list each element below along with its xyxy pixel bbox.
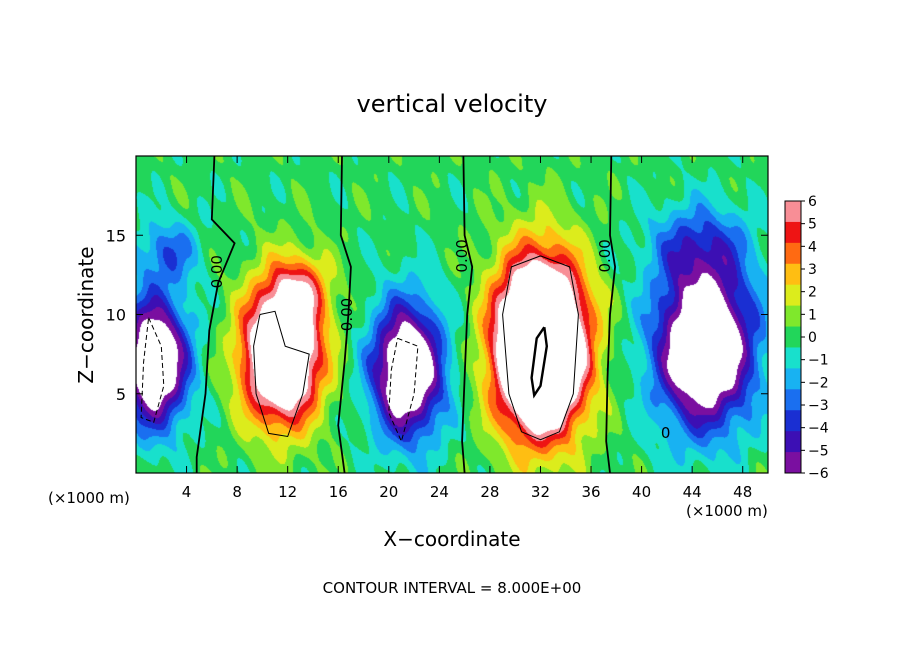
- colorbar-swatch: [785, 201, 801, 223]
- x-tick-label: 48: [733, 483, 752, 501]
- colorbar-swatch: [785, 347, 801, 369]
- colorbar: 6 5 4 3 2 1 0 −1 −2 −3 −4 −5 −6: [784, 194, 829, 482]
- colorbar-swatch: [785, 263, 801, 286]
- colorbar-swatch: [785, 284, 801, 307]
- x-tick-label: 28: [480, 483, 499, 501]
- contour-label: 0.00: [208, 255, 226, 288]
- colorbar-tick-label: 4: [808, 239, 817, 255]
- y-axis: 5 10 15: [106, 226, 768, 404]
- colorbar-swatch: [785, 452, 801, 474]
- x-tick-label: 44: [683, 483, 702, 501]
- colorbar-tick-label: −5: [808, 443, 829, 459]
- y-tick-label: 5: [116, 385, 126, 404]
- colorbar-tick-label: −6: [808, 466, 829, 482]
- colorbar-swatch: [785, 242, 801, 265]
- x-tick-label: 8: [232, 483, 242, 501]
- colorbar-swatch: [785, 326, 801, 348]
- colorbar-swatch: [785, 410, 801, 432]
- x-tick-label: 20: [379, 483, 398, 501]
- contour-labels: 0.00 0.00 0.00 0.00 0: [208, 239, 670, 442]
- x-tick-label: 12: [278, 483, 297, 501]
- zero-contour-line: [461, 156, 474, 473]
- colorbar-swatch: [785, 389, 801, 411]
- colorbar-swatch: [785, 221, 801, 244]
- y-tick-label: 15: [106, 226, 126, 245]
- contour-label: 0.00: [596, 239, 614, 272]
- contour-label: 0.00: [453, 239, 471, 272]
- x-tick-label: 32: [531, 483, 550, 501]
- contour-lines: [140, 156, 617, 473]
- zero-contour-line: [605, 156, 617, 473]
- chart-title: vertical velocity: [357, 90, 548, 118]
- colorbar-tick-label: −2: [808, 375, 829, 391]
- colorbar-tick-label: 1: [808, 307, 817, 323]
- y-axis-label: Z−coordinate: [74, 246, 98, 383]
- x-axis: 4 8 12 16 20 24 28 32 36 40 44 48: [182, 156, 752, 501]
- colorbar-swatch: [785, 431, 801, 453]
- x-tick-label: 4: [182, 483, 192, 501]
- plot-area: [136, 156, 768, 473]
- colorbar-tick-label: −1: [808, 353, 829, 369]
- colorbar-tick-label: 2: [808, 285, 817, 301]
- x-unit-label-right: (×1000 m): [686, 502, 768, 520]
- negative-contour-line: [388, 337, 419, 443]
- zero-contour-line: [195, 156, 236, 473]
- positive-contour-line: [502, 255, 579, 441]
- colorbar-swatch: [785, 305, 801, 328]
- x-tick-label: 24: [430, 483, 449, 501]
- colorbar-swatch: [785, 368, 801, 390]
- contour-interval-note: CONTOUR INTERVAL = 8.000E+00: [323, 579, 582, 597]
- x-tick-label: 36: [581, 483, 600, 501]
- colorbar-tick-label: 5: [808, 217, 817, 233]
- contour-label: 0.00: [338, 298, 356, 331]
- contour-label: 0: [661, 424, 671, 442]
- strong-contour-line: [530, 326, 549, 399]
- y-tick-label: 10: [106, 306, 126, 325]
- x-unit-label-left: (×1000 m): [48, 489, 130, 507]
- x-tick-label: 40: [632, 483, 651, 501]
- colorbar-tick-label: 6: [808, 194, 817, 210]
- zero-contour-line: [337, 156, 352, 473]
- x-tick-label: 16: [329, 483, 348, 501]
- negative-contour-line: [140, 317, 165, 423]
- vertical-velocity-field: [136, 156, 768, 473]
- x-axis-label: X−coordinate: [383, 527, 520, 551]
- colorbar-tick-label: −3: [808, 398, 829, 414]
- colorbar-tick-label: 0: [808, 330, 817, 346]
- colorbar-tick-label: 3: [808, 262, 817, 278]
- positive-contour-line: [253, 310, 310, 438]
- colorbar-tick-label: −4: [808, 421, 829, 437]
